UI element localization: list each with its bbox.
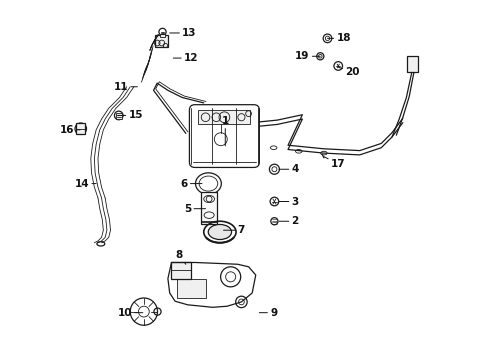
Text: 12: 12 (173, 53, 198, 63)
Bar (177, 279, 205, 298)
Text: 3: 3 (279, 197, 299, 207)
Text: 19: 19 (295, 51, 320, 61)
Text: 13: 13 (170, 28, 196, 38)
Bar (172, 262, 191, 279)
Text: 17: 17 (324, 157, 345, 169)
Text: 15: 15 (118, 111, 143, 121)
Text: 2: 2 (279, 216, 299, 226)
Ellipse shape (208, 225, 232, 239)
Bar (407, 56, 418, 72)
Text: 18: 18 (327, 33, 351, 43)
Text: 7: 7 (223, 225, 245, 235)
Bar (198, 110, 250, 125)
Text: 5: 5 (184, 204, 205, 214)
Text: 16: 16 (60, 125, 80, 135)
Bar (76, 123, 85, 134)
Bar (201, 192, 217, 224)
Text: 1: 1 (221, 116, 229, 146)
Text: 14: 14 (74, 179, 96, 189)
Text: 4: 4 (279, 164, 299, 174)
Text: 8: 8 (175, 250, 186, 264)
Text: 20: 20 (338, 67, 360, 77)
Bar (155, 35, 168, 47)
Text: 9: 9 (259, 308, 277, 318)
Bar (116, 113, 122, 119)
Bar (160, 34, 166, 37)
Text: 6: 6 (180, 179, 202, 189)
Text: 11: 11 (114, 82, 137, 92)
FancyBboxPatch shape (190, 105, 259, 167)
Text: 10: 10 (118, 308, 143, 318)
